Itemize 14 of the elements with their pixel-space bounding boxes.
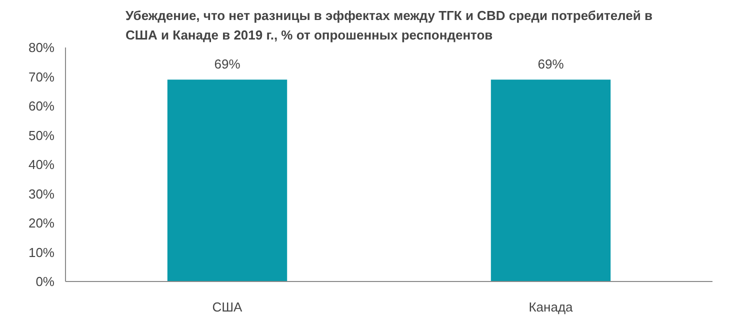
y-tick-label: 20% bbox=[28, 216, 55, 230]
chart-title: Убеждение, что нет разницы в эффектах между ТГК и CBD среди потребителей в США и Канаде в 2019 г., % от опрошенных респондентов bbox=[126, 8, 652, 42]
y-tick-label: 50% bbox=[28, 128, 55, 143]
y-tick-label: 70% bbox=[28, 69, 55, 84]
y-tick-label: 30% bbox=[28, 186, 55, 202]
y-tick-label: 80% bbox=[28, 40, 55, 55]
data-label: 69% bbox=[538, 56, 564, 72]
y-tick-label: 60% bbox=[28, 98, 55, 114]
y-tick-label: 40% bbox=[28, 157, 55, 172]
x-tick-label: США bbox=[212, 300, 243, 314]
x-tick-label: Канада bbox=[528, 300, 574, 314]
data-label: 69% bbox=[214, 56, 241, 72]
y-tick-label: 0% bbox=[36, 274, 55, 289]
y-tick-label: 10% bbox=[28, 244, 55, 260]
